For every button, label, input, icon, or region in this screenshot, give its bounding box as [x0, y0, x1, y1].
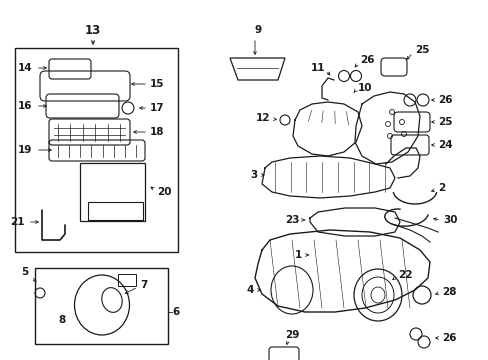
Text: 10: 10	[357, 83, 372, 93]
Text: 6: 6	[172, 307, 179, 317]
Text: 2: 2	[437, 183, 445, 193]
Text: 8: 8	[58, 315, 65, 325]
Text: 9: 9	[254, 25, 261, 35]
Text: 5: 5	[20, 267, 28, 277]
Text: 15: 15	[150, 79, 164, 89]
Bar	[15, 48, 178, 252]
Text: 26: 26	[437, 95, 451, 105]
Text: 21: 21	[10, 217, 25, 227]
Bar	[88, 202, 142, 220]
Bar	[80, 163, 145, 221]
Bar	[35, 268, 168, 344]
Text: 24: 24	[437, 140, 452, 150]
Text: 30: 30	[442, 215, 457, 225]
Text: 28: 28	[441, 287, 456, 297]
Text: 19: 19	[18, 145, 32, 155]
Text: 3: 3	[250, 170, 258, 180]
Text: 26: 26	[359, 55, 374, 65]
Text: 26: 26	[441, 333, 456, 343]
Text: 25: 25	[414, 45, 428, 55]
Text: 13: 13	[85, 23, 101, 36]
Text: 1: 1	[294, 250, 302, 260]
Text: 4: 4	[246, 285, 253, 295]
Text: 14: 14	[18, 63, 32, 73]
Text: 7: 7	[140, 280, 147, 290]
Text: 18: 18	[150, 127, 164, 137]
Text: 16: 16	[18, 101, 32, 111]
Text: 22: 22	[397, 270, 412, 280]
Text: 20: 20	[157, 187, 171, 197]
Text: 29: 29	[284, 330, 299, 340]
Text: 12: 12	[255, 113, 269, 123]
Text: 17: 17	[150, 103, 164, 113]
Text: 11: 11	[310, 63, 325, 73]
Text: 23: 23	[285, 215, 299, 225]
Bar	[118, 274, 136, 286]
Text: 25: 25	[437, 117, 451, 127]
